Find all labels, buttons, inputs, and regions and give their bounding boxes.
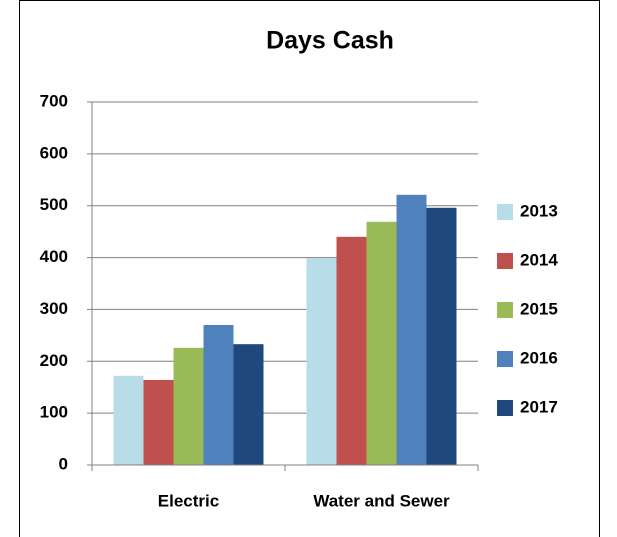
legend-swatch [497, 302, 513, 318]
legend-label: 2013 [520, 201, 558, 220]
bar [203, 324, 234, 465]
bar [426, 207, 457, 465]
bar [143, 379, 174, 465]
y-tick-label: 400 [40, 247, 68, 266]
legend-label: 2017 [520, 397, 558, 416]
y-tick-label: 700 [40, 91, 68, 110]
bar [396, 194, 427, 465]
legend-label: 2015 [520, 299, 558, 318]
legend-swatch [497, 253, 513, 269]
x-tick-label: Electric [158, 491, 219, 510]
y-tick-label: 100 [40, 403, 68, 422]
legend-swatch [497, 204, 513, 220]
y-tick-label: 0 [59, 454, 68, 473]
bar [113, 375, 144, 465]
bar [336, 236, 367, 465]
bar [366, 221, 397, 465]
bar [173, 347, 204, 465]
y-tick-label: 500 [40, 195, 68, 214]
bar [233, 344, 264, 465]
y-tick-label: 600 [40, 143, 68, 162]
legend-label: 2014 [520, 250, 558, 269]
legend-swatch [497, 400, 513, 416]
y-tick-label: 300 [40, 299, 68, 318]
y-tick-label: 200 [40, 351, 68, 370]
legend-swatch [497, 351, 513, 367]
legend-label: 2016 [520, 348, 558, 367]
x-tick-label: Water and Sewer [313, 491, 450, 510]
chart-title: Days Cash [266, 27, 394, 55]
bar [306, 258, 337, 465]
